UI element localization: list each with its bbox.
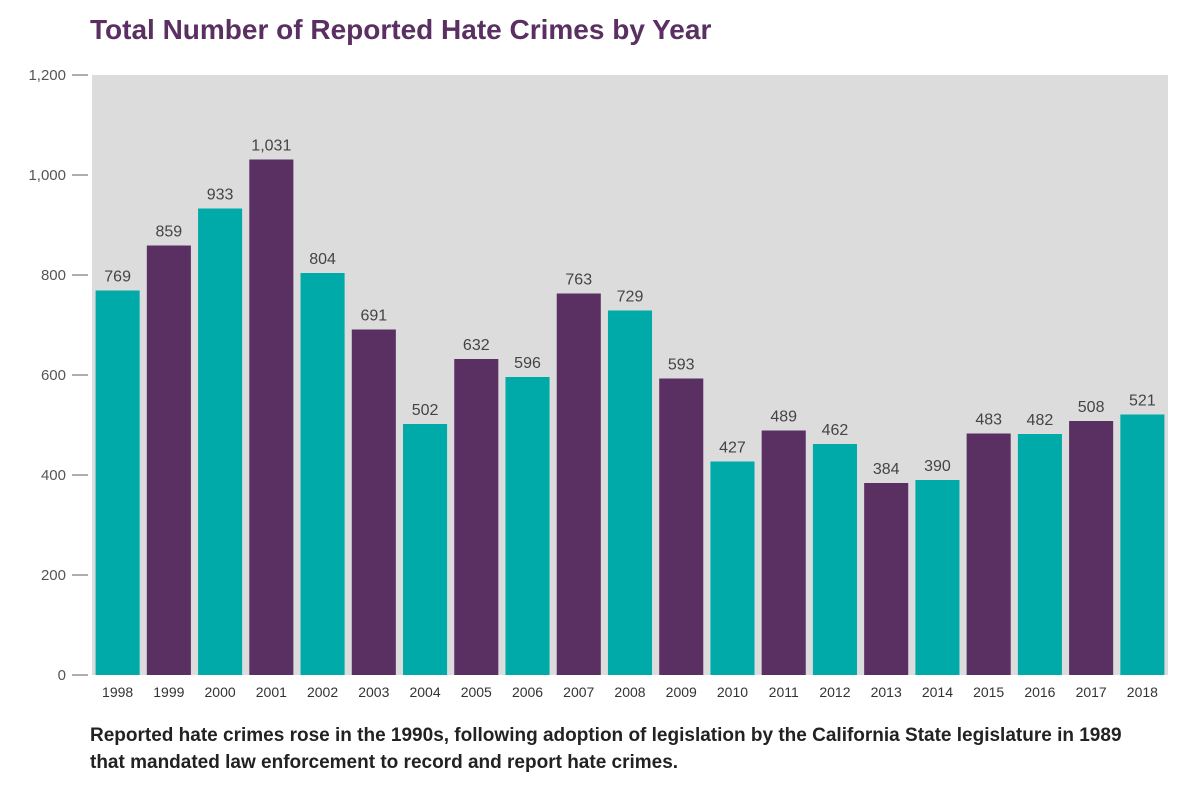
data-label-2009: 593 [668,357,695,374]
x-tick-label-2018: 2018 [1127,684,1158,700]
x-tick-label-2003: 2003 [358,684,389,700]
bar-2008 [607,310,653,675]
bar-2006 [505,377,550,675]
bar-2012 [812,444,857,675]
x-tick-label-2000: 2000 [205,684,236,700]
bar-1998 [95,290,140,675]
bar-2007 [556,293,601,675]
data-label-2010: 427 [719,440,746,457]
x-tick-label-2002: 2002 [307,684,338,700]
data-label-2018: 521 [1129,393,1156,410]
bar-2013 [864,483,909,675]
bar-2017 [1069,421,1114,675]
bar-2003 [351,329,396,675]
data-label-2012: 462 [822,422,849,439]
data-label-2001: 1,031 [251,138,291,155]
data-label-2014: 390 [924,458,951,475]
data-label-2007: 763 [565,272,592,289]
chart-caption: Reported hate crimes rose in the 1990s, … [90,725,1122,773]
data-label-2015: 483 [975,412,1002,429]
bar-2018 [1120,414,1165,675]
data-label-2004: 502 [412,402,439,419]
x-tick-label-2010: 2010 [717,684,748,700]
x-tick-label-2008: 2008 [614,684,645,700]
bar-chart: 0 200 400 600 800 1,000 1,200 769 859 933 1,031 80… [28,67,1168,700]
x-tick-label-2004: 2004 [409,684,440,700]
x-axis: 1998 1999 2000 2001 2002 2003 2004 2005 2006 2007… [102,684,1158,700]
bars [95,159,1165,675]
y-tick-label: 400 [41,467,66,484]
x-tick-label-2001: 2001 [256,684,287,700]
bar-2004 [403,424,448,675]
data-label-2017: 508 [1078,399,1105,416]
data-label-2006: 596 [514,355,541,372]
chart-title: Total Number of Reported Hate Crimes by … [90,14,712,45]
data-label-1999: 859 [156,224,183,241]
x-tick-label-2005: 2005 [461,684,492,700]
y-tick-label: 800 [41,267,66,284]
y-tick-label: 200 [41,567,66,584]
bar-1999 [146,245,191,675]
data-labels: 769 859 933 1,031 804 691 502 632 596 763 729 593 42… [104,138,1156,479]
x-tick-label-2012: 2012 [819,684,850,700]
x-tick-label-1999: 1999 [153,684,184,700]
x-tick-label-2011: 2011 [769,684,799,700]
bar-2000 [198,208,243,675]
x-tick-label-2013: 2013 [871,684,902,700]
data-label-2008: 729 [617,289,644,306]
bar-2010 [710,461,755,675]
bar-2001 [249,159,294,675]
x-tick-label-2017: 2017 [1076,684,1107,700]
bar-2016 [1017,434,1062,675]
x-tick-label-2009: 2009 [666,684,697,700]
x-tick-label-2014: 2014 [922,684,953,700]
data-label-2003: 691 [360,308,387,325]
data-label-1998: 769 [104,269,131,286]
x-tick-label-2006: 2006 [512,684,543,700]
x-tick-label-2015: 2015 [973,684,1004,700]
x-tick-label-1998: 1998 [102,684,133,700]
bar-2014 [915,480,960,675]
data-label-2016: 482 [1027,412,1054,429]
data-label-2005: 632 [463,337,490,354]
y-axis: 0 200 400 600 800 1,000 1,200 [28,67,88,684]
y-tick-label: 0 [58,667,66,684]
data-label-2000: 933 [207,187,234,204]
x-tick-label-2016: 2016 [1024,684,1055,700]
bar-2009 [659,378,704,675]
y-tick-label: 600 [41,367,66,384]
bar-2002 [300,273,345,675]
bar-2005 [454,359,499,675]
bar-2015 [966,433,1011,675]
data-label-2011: 489 [770,409,797,426]
y-tick-label: 1,000 [28,167,66,184]
y-tick-label: 1,200 [28,67,66,84]
x-tick-label-2007: 2007 [563,684,594,700]
bar-2011 [761,430,806,675]
data-label-2013: 384 [873,461,900,478]
data-label-2002: 804 [309,251,336,268]
